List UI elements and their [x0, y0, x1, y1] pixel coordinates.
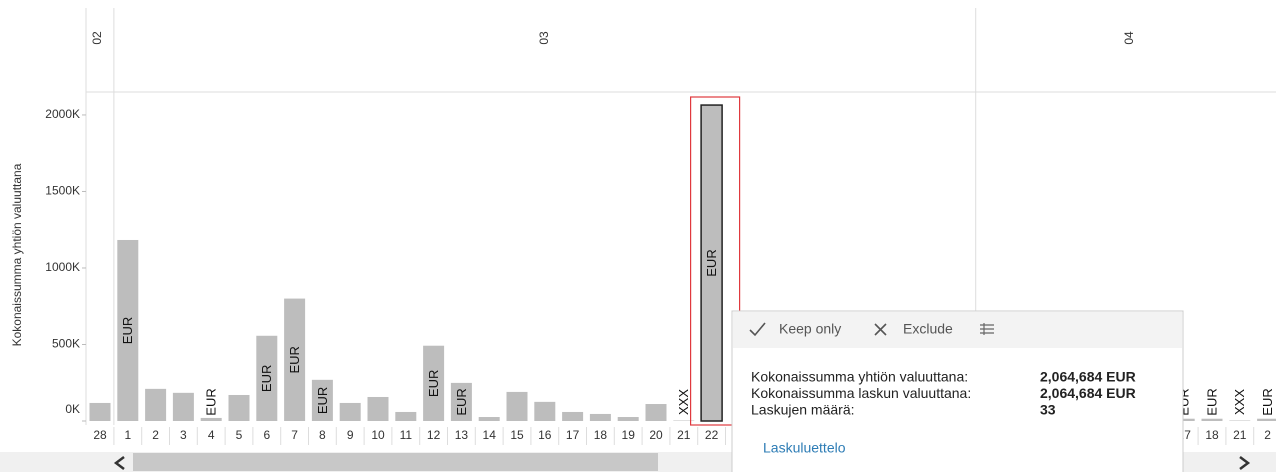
bar[interactable]: [117, 239, 139, 421]
tooltip-label: Kokonaissumma yhtiön valuuttana:: [751, 369, 968, 385]
y-tick-label: 1500K: [45, 184, 80, 198]
bar[interactable]: [478, 417, 500, 421]
bar[interactable]: [311, 379, 333, 421]
scroll-right[interactable]: [1239, 456, 1251, 470]
bar[interactable]: [228, 394, 250, 421]
bar-label: EUR: [704, 249, 719, 276]
x-tick-label: 9: [347, 428, 354, 442]
tooltip-label: Laskujen määrä:: [751, 402, 855, 418]
x-tick-label: 16: [538, 428, 552, 442]
bar-label: EUR: [1204, 388, 1219, 415]
check-icon: [749, 322, 766, 337]
x-tick-label: 21: [1233, 428, 1247, 442]
month-header: 03: [537, 31, 551, 45]
bar[interactable]: [172, 392, 194, 421]
x-tick-label: 2: [1264, 428, 1271, 442]
x-tick-label: 11: [400, 428, 413, 442]
bar-label: XXX: [1232, 389, 1247, 415]
x-icon: [874, 323, 887, 336]
month-header: 04: [1122, 31, 1136, 45]
tooltip-value: 2,064,684 EUR: [1040, 385, 1136, 401]
y-axis-title: Kokonaissumma yhtiön valuuttana: [10, 163, 24, 346]
x-tick-label: 19: [622, 428, 636, 442]
bar[interactable]: [700, 104, 723, 422]
month-header: 02: [90, 31, 104, 45]
x-tick-label: 4: [208, 428, 215, 442]
y-tick-label: 0K: [65, 402, 80, 416]
y-tick-label: 500K: [52, 337, 80, 351]
x-tick-label: 2: [152, 428, 159, 442]
bar[interactable]: [1173, 418, 1195, 421]
bar[interactable]: [367, 396, 389, 421]
x-tick-label: 18: [1205, 428, 1219, 442]
x-tick-label: 10: [371, 428, 385, 442]
bar[interactable]: [89, 402, 111, 421]
view-data-icon: [980, 323, 994, 335]
bar[interactable]: [562, 411, 584, 421]
x-tick-label: 21: [677, 428, 691, 442]
bar[interactable]: [1257, 418, 1276, 421]
bar-label: XXX: [676, 389, 691, 415]
x-tick-label: 13: [455, 428, 469, 442]
bar[interactable]: [617, 417, 639, 421]
tooltip-value: 2,064,684 EUR: [1040, 369, 1136, 385]
x-tick-label: 1: [124, 428, 131, 442]
x-tick-label: 15: [510, 428, 524, 442]
x-tick-label: 5: [236, 428, 243, 442]
tooltip-toolbar: [733, 312, 1182, 348]
bar-label: EUR: [259, 365, 274, 392]
x-tick-label: 18: [594, 428, 608, 442]
x-tick-label: 3: [180, 428, 187, 442]
scroll-left[interactable]: [113, 456, 125, 470]
x-tick-label: 14: [483, 428, 497, 442]
exclude[interactable]: Exclude: [903, 321, 953, 337]
bar-label: EUR: [1260, 388, 1275, 415]
tooltip: Keep only Exclude Kokonaissumma yhtiön val…: [731, 310, 1184, 472]
y-tick-label: 1000K: [45, 260, 80, 274]
x-tick-label: 8: [319, 428, 326, 442]
tooltip-label: Kokonaissumma laskun valuuttana:: [751, 385, 971, 401]
x-tick-label: 6: [263, 428, 270, 442]
bar[interactable]: [339, 402, 361, 421]
x-tick-label: 7: [291, 428, 298, 442]
bar[interactable]: [256, 335, 278, 421]
x-tick-label: 12: [427, 428, 441, 442]
bar-label: EUR: [454, 388, 469, 415]
y-tick-label: 2000K: [45, 107, 80, 121]
selection-box: [689, 96, 741, 426]
scroll-thumb[interactable]: [133, 453, 658, 471]
bar-label: EUR: [426, 370, 441, 397]
bar[interactable]: [589, 413, 611, 421]
bar[interactable]: [200, 417, 222, 421]
bar[interactable]: [645, 404, 667, 421]
bar[interactable]: [395, 411, 417, 421]
bar[interactable]: [284, 298, 306, 421]
x-tick-label: 17: [566, 428, 580, 442]
x-tick-label: 28: [93, 428, 107, 442]
bar[interactable]: [1201, 418, 1223, 421]
tooltip-link[interactable]: Laskuluettelo: [763, 440, 846, 456]
bar-label: EUR: [204, 388, 219, 415]
bar[interactable]: [506, 391, 528, 421]
x-tick-label: 22: [705, 428, 719, 442]
tooltip-value: 33: [1040, 402, 1056, 418]
bar-label: EUR: [315, 387, 330, 414]
bar-label: EUR: [120, 317, 135, 344]
bar[interactable]: [534, 401, 556, 421]
x-tick-label: 20: [649, 428, 663, 442]
bar[interactable]: [145, 388, 167, 421]
bar[interactable]: [423, 345, 445, 421]
keep-only[interactable]: Keep only: [779, 321, 841, 337]
bar-label: EUR: [287, 346, 302, 373]
bar[interactable]: [450, 382, 472, 421]
